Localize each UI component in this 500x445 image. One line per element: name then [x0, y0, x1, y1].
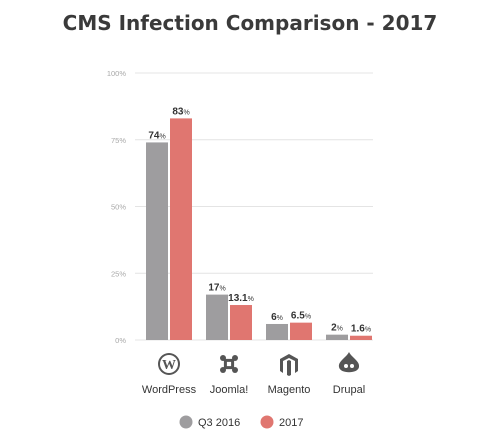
- y-tick-label: 100%: [107, 69, 127, 78]
- magento-icon: [280, 354, 298, 376]
- bar-magento-q3-2016: [266, 323, 288, 340]
- value-label: 6.5%: [291, 311, 311, 322]
- joomla-icon: [220, 355, 238, 373]
- drupal-icon: [338, 352, 360, 373]
- value-label: 17%: [208, 283, 225, 294]
- value-label: 1.6%: [351, 324, 371, 335]
- bar-magento-2017: [290, 322, 312, 340]
- category-label: Magento: [268, 384, 311, 396]
- category-label: Drupal: [333, 384, 365, 396]
- value-label: 6%: [271, 312, 283, 323]
- legend-label: 2017: [279, 417, 303, 429]
- category-icons: W: [158, 352, 360, 376]
- value-label: 74%: [148, 130, 165, 141]
- bars: [146, 118, 372, 340]
- bar-wordpress-q3-2016: [146, 142, 168, 340]
- bar-wordpress-2017: [170, 118, 192, 340]
- y-tick-label: 75%: [111, 136, 126, 145]
- chart-title: CMS Infection Comparison - 2017: [63, 11, 438, 35]
- value-label: 13.1%: [228, 293, 254, 304]
- legend: Q3 2016 2017: [179, 415, 303, 429]
- category-label: Joomla!: [210, 384, 249, 396]
- y-tick-label: 0%: [115, 336, 126, 345]
- bar-joomla-2017: [230, 305, 252, 340]
- legend-swatch: [260, 415, 274, 429]
- y-tick-label: 50%: [111, 203, 126, 212]
- legend-label: Q3 2016: [198, 417, 240, 429]
- category-label: WordPress: [142, 384, 197, 396]
- bar-drupal-q3-2016: [326, 334, 348, 340]
- wordpress-icon: W: [158, 353, 180, 375]
- y-tick-label: 25%: [111, 269, 126, 278]
- value-labels: 74% 83% 17%13.1% 6% 6.5% 2% 1.6%: [148, 106, 371, 334]
- bar-joomla-q3-2016: [206, 294, 228, 340]
- svg-text:W: W: [162, 358, 176, 373]
- bar-drupal-2017: [350, 335, 372, 340]
- legend-swatch: [179, 415, 193, 429]
- value-label: 2%: [331, 323, 343, 334]
- value-label: 83%: [172, 106, 189, 117]
- category-labels: WordPress Joomla! Magento Drupal: [142, 384, 365, 396]
- y-axis-ticks: 0% 25% 50% 75% 100%: [107, 69, 127, 345]
